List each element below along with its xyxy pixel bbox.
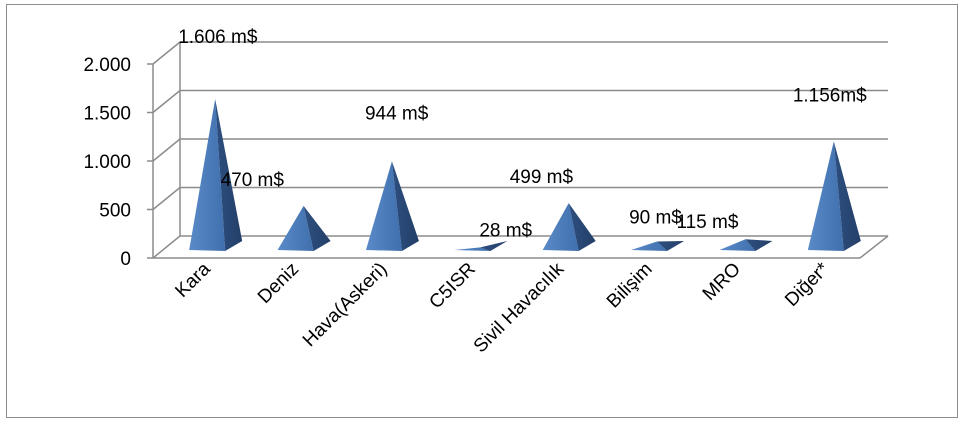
y-tick-label: 1.500 — [83, 104, 131, 125]
bar-3 — [454, 241, 508, 251]
category-label: Bilişim — [603, 259, 657, 313]
y-tick-label: 0 — [120, 249, 131, 270]
category-label: Diğer* — [781, 258, 834, 311]
pyramid-front-face — [542, 203, 579, 251]
data-label: 1.156m$ — [793, 85, 867, 106]
gridline-depth — [152, 41, 181, 65]
pyramid-side-face — [480, 241, 508, 251]
pyramid-side-face — [303, 205, 331, 251]
bar-4 — [542, 203, 596, 251]
category-label: MRO — [699, 259, 745, 305]
data-label: 470 m$ — [221, 170, 285, 191]
category-label: Kara — [171, 258, 215, 302]
bar-1 — [277, 205, 331, 251]
pyramid-side-face — [833, 141, 861, 251]
pyramid-side-face — [657, 241, 685, 251]
data-label: 499 m$ — [510, 167, 574, 188]
category-label: Sivil Havacılık — [470, 258, 569, 357]
data-label: 90 m$ — [629, 208, 682, 229]
floor-right-edge — [859, 235, 889, 259]
bar-0 — [189, 99, 243, 251]
pyramid-front-face — [189, 99, 226, 251]
bar-2 — [365, 161, 419, 251]
pyramid-side-face — [568, 203, 596, 251]
category-label: C5ISR — [425, 259, 479, 313]
y-tick-label: 500 — [99, 201, 131, 222]
gridline-depth — [152, 138, 181, 162]
gridline-depth — [152, 186, 181, 211]
gridline-depth — [152, 235, 181, 259]
pyramid-side-face — [745, 239, 773, 251]
pyramid-front-face — [631, 241, 668, 251]
pyramid-front-face — [277, 205, 314, 251]
pyramid-front-face — [807, 141, 844, 251]
bar-5 — [631, 241, 685, 251]
category-label: Hava(Askeri) — [299, 259, 391, 351]
data-label: 944 m$ — [365, 103, 429, 124]
data-label: 28 m$ — [479, 220, 532, 241]
pyramid-front-face — [365, 161, 402, 251]
gridline-depth — [152, 89, 181, 114]
bar-6 — [719, 239, 773, 251]
data-label: 1.606 m$ — [178, 27, 258, 48]
bar-7 — [807, 141, 861, 251]
data-label: 115 m$ — [676, 212, 738, 233]
y-tick-label: 2.000 — [83, 55, 131, 76]
y-tick-label: 1.000 — [83, 152, 131, 173]
chart-frame — [6, 4, 958, 418]
category-label: Deniz — [254, 259, 303, 308]
pyramid-side-face — [215, 99, 243, 251]
pyramid-side-face — [391, 161, 419, 251]
pyramid-front-face — [454, 247, 491, 251]
pyramid-front-face — [719, 239, 756, 251]
